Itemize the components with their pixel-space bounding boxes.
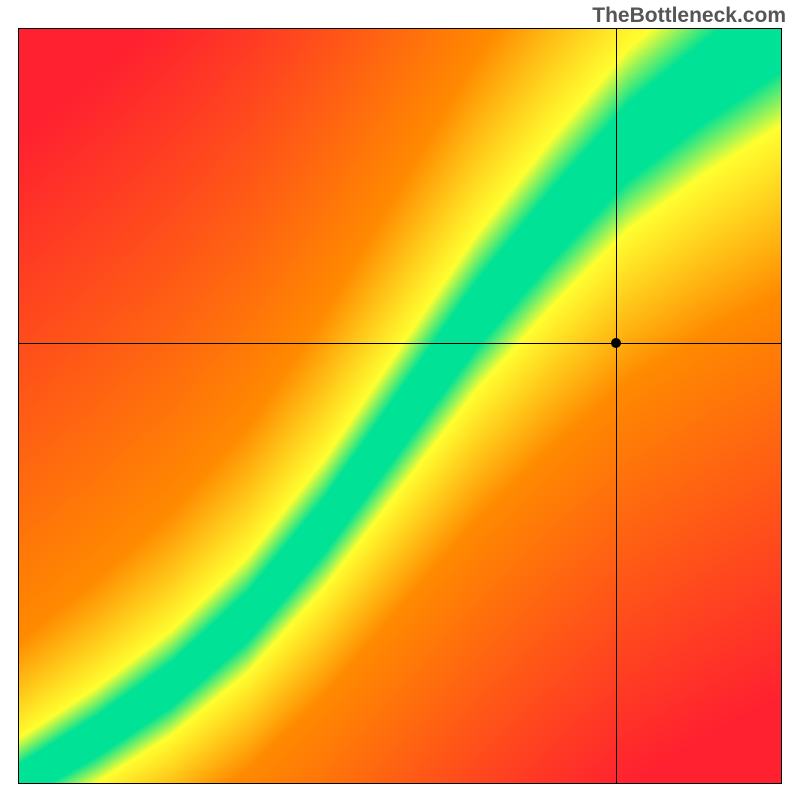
marker-dot — [611, 338, 621, 348]
crosshair-vertical — [616, 29, 617, 783]
plot-area — [18, 28, 782, 784]
crosshair-horizontal — [19, 343, 781, 344]
heatmap-canvas — [19, 29, 781, 783]
attribution-text: TheBottleneck.com — [592, 4, 786, 28]
chart-container: TheBottleneck.com — [0, 0, 800, 800]
